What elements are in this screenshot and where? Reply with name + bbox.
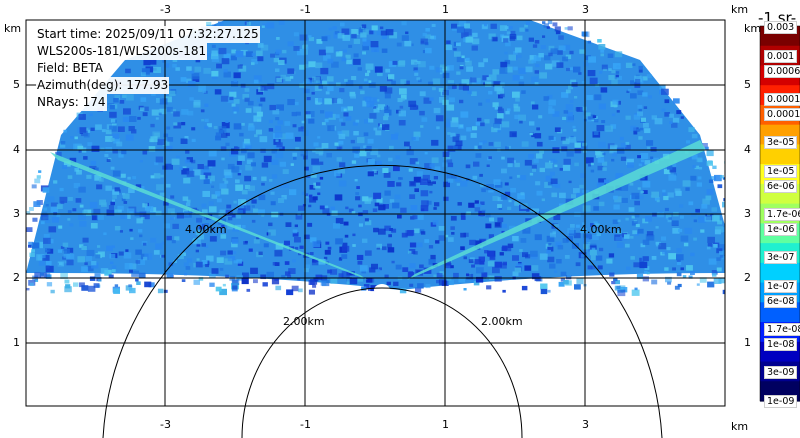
y-tick-left: 1 xyxy=(13,336,20,349)
y-unit-right: km xyxy=(744,22,762,35)
colorbar-label: 0.001 xyxy=(764,50,798,63)
azimuth-text: Azimuth(deg): 177.93 xyxy=(36,77,170,94)
colorbar-label: 6e-08 xyxy=(764,295,798,308)
info-box: Start time: 2025/09/11 07:32:27.125 WLS2… xyxy=(36,26,260,111)
colorbar-label: 3e-09 xyxy=(764,366,798,379)
field-text: Field: BETA xyxy=(36,60,104,77)
colorbar-label: 1e-05 xyxy=(764,165,798,178)
center-blank xyxy=(374,284,390,296)
y-tick-left: 2 xyxy=(13,271,20,284)
instrument-text: WLS200s-181/WLS200s-181 xyxy=(36,43,208,60)
ring-label-2km-right: 2.00km xyxy=(481,315,523,328)
range-ring-4km xyxy=(102,164,663,438)
colorbar-label: 1e-08 xyxy=(764,338,798,351)
colorbar-label: 0.0006 xyxy=(764,65,800,78)
colorbar-label: 1.7e-08 xyxy=(764,323,800,336)
colorbar-label: 3e-07 xyxy=(764,251,798,264)
colorbar-label: 0.00017 xyxy=(764,93,800,106)
ring-label-4km-left: 4.00km xyxy=(185,223,227,236)
colorbar-label: 1e-09 xyxy=(764,395,798,408)
nrays-text: NRays: 174 xyxy=(36,94,107,111)
start-time-text: Start time: 2025/09/11 07:32:27.125 xyxy=(36,26,260,43)
y-tick-left: 4 xyxy=(13,143,20,156)
colorbar-swatch xyxy=(760,144,800,165)
y-tick-right: 4 xyxy=(744,143,751,156)
beam-right xyxy=(407,140,706,280)
y-tick-right: 2 xyxy=(744,271,751,284)
colorbar-label: 0.0001 xyxy=(764,108,800,121)
y-tick-left: 5 xyxy=(13,78,20,91)
y-tick-left: 3 xyxy=(13,207,20,220)
x-tick-top: 1 xyxy=(442,3,449,16)
y-unit-left: km xyxy=(4,22,22,35)
y-tick-right: 5 xyxy=(744,78,751,91)
y-tick-right: 3 xyxy=(744,207,751,220)
colorbar-label: 0.003 xyxy=(764,21,798,34)
beam-left xyxy=(50,152,368,280)
x-unit-bottom: km xyxy=(731,420,749,433)
x-tick-bottom: -3 xyxy=(160,418,171,431)
y-tick-right: 1 xyxy=(744,336,751,349)
x-tick-top: -1 xyxy=(300,3,311,16)
x-tick-top: 3 xyxy=(582,3,589,16)
colorbar-label: 1.7e-06 xyxy=(764,208,800,221)
x-tick-bottom: -1 xyxy=(300,418,311,431)
x-unit-top: km xyxy=(731,3,749,16)
x-tick-bottom: 1 xyxy=(442,418,449,431)
colorbar-label: 6e-06 xyxy=(764,180,798,193)
plot-frame xyxy=(25,19,726,407)
ring-label-4km-right: 4.00km xyxy=(580,223,622,236)
colorbar-label: 1e-06 xyxy=(764,223,798,236)
x-tick-top: -3 xyxy=(160,3,171,16)
colorbar-label: 1e-07 xyxy=(764,280,798,293)
x-tick-bottom: 3 xyxy=(582,418,589,431)
colorbar-swatch xyxy=(760,262,800,284)
range-ring-2km xyxy=(241,287,523,438)
ring-label-2km-left: 2.00km xyxy=(283,315,325,328)
colorbar-label: 3e-05 xyxy=(764,136,798,149)
